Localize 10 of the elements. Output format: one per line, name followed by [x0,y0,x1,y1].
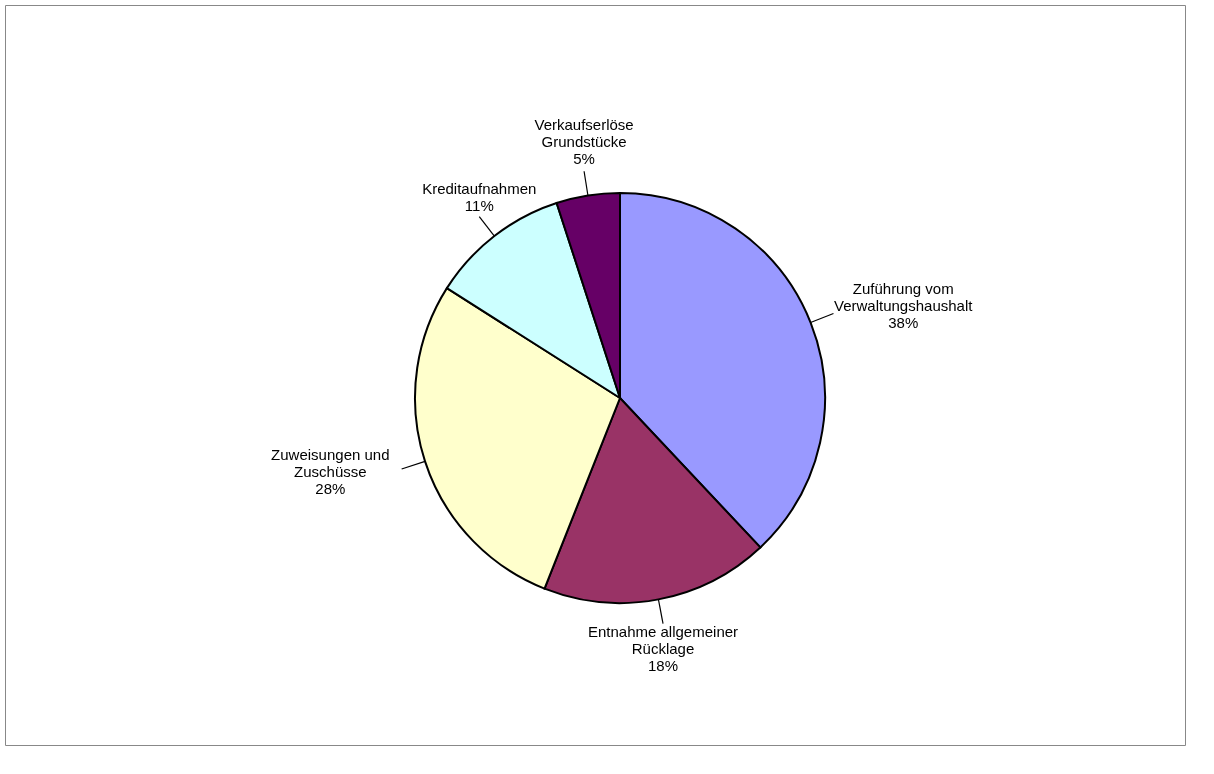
data-label: 18% [648,657,679,675]
data-label: 28% [315,479,346,497]
slice-label: Entnahme allgemeiner Rücklage [587,623,739,658]
data-label: 38% [888,314,919,332]
slice-label: Kreditaufnahmen [422,180,537,197]
data-label: 11% [464,197,494,214]
slice-label: Zuweisungen und Zuschüsse [271,445,390,480]
slice-label: Verkaufserlöse Grundstücke [534,116,634,151]
slice-label: Zuführung vom Verwaltungshaushalt [833,280,974,315]
data-label: 5% [573,150,595,168]
